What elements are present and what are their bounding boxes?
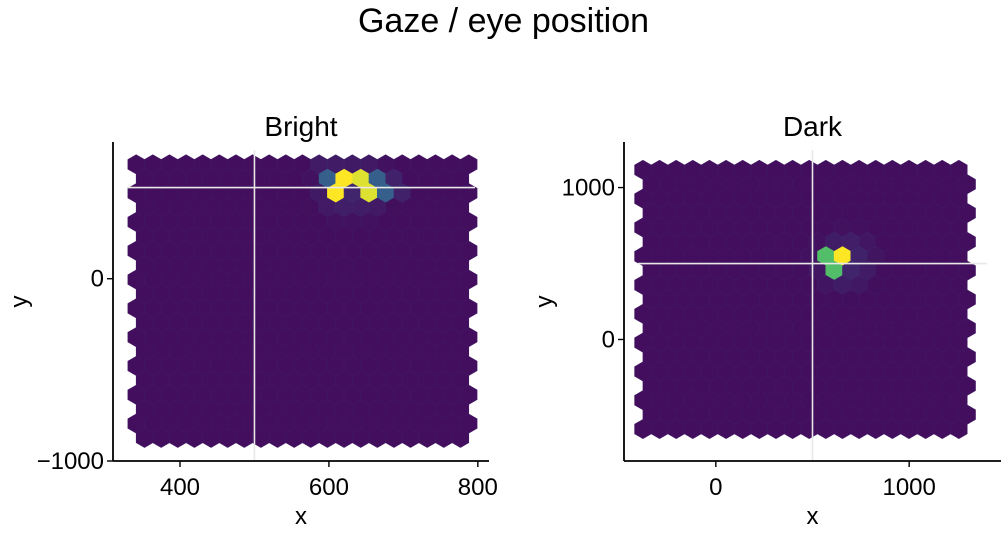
y-tick-label: 0 [602,326,615,353]
x-tick-label: 400 [160,474,200,501]
subplot-bright: 400 600 800 −1000 0 Bright x y [6,111,498,530]
x-tick-label: 600 [309,474,349,501]
y-tick-label: −1000 [37,448,104,475]
x-axis-label: x [807,503,819,530]
subplot-dark: 0 1000 0 1000 Dark x y [531,111,1001,530]
figure-title: Gaze / eye position [357,2,650,40]
hexbin-cell [950,419,968,439]
hexbin-cells [634,159,976,439]
subplot-title: Bright [264,111,337,142]
subplot-title: Dark [783,111,843,142]
y-axis-label: y [6,296,33,308]
hexbin-cells [127,154,478,448]
y-tick-label: 1000 [562,175,615,202]
x-tick-label: 1000 [882,474,935,501]
hexbin-cell [451,428,470,448]
x-tick-label: 0 [709,474,722,501]
y-tick-label: 0 [91,266,104,293]
x-axis-label: x [295,503,307,530]
y-axis-label: y [531,296,558,308]
x-tick-label: 800 [458,474,498,501]
